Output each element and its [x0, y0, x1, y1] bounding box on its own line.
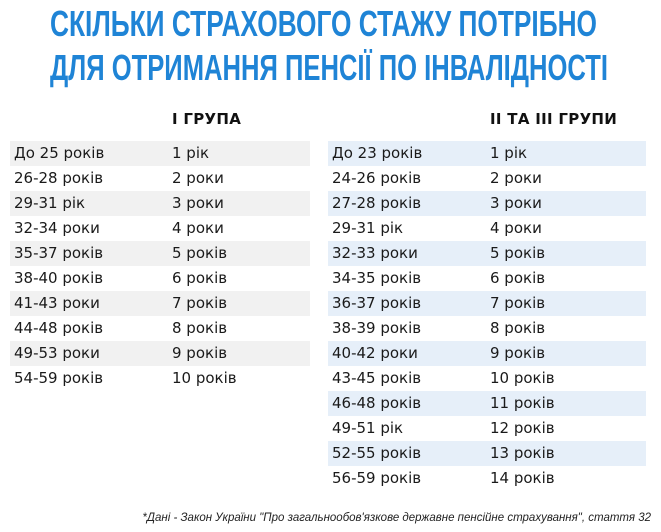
- age-cell: 32-33 роки: [332, 244, 418, 262]
- age-cell: До 25 років: [14, 144, 105, 162]
- stazh-cell: 10 років: [172, 369, 237, 387]
- title: СКІЛЬКИ СТРАХОВОГО СТАЖУ ПОТРІБНО ДЛЯ ОТ…: [50, 3, 608, 88]
- table-row: 49-51 рік 12 років: [328, 416, 646, 441]
- column-header: І ГРУПА: [172, 110, 242, 128]
- footnote: *Дані - Закон України "Про загальнообов'…: [142, 512, 651, 524]
- table-row: До 25 років 1 рік: [10, 141, 310, 166]
- age-cell: 49-51 рік: [332, 419, 404, 437]
- title-line: СКІЛЬКИ СТРАХОВОГО СТАЖУ ПОТРІБНО: [50, 3, 597, 44]
- table-row: 34-35 років 6 років: [328, 266, 646, 291]
- table-row: 38-40 років 6 років: [10, 266, 310, 291]
- age-cell: 52-55 років: [332, 444, 422, 462]
- age-cell: 43-45 років: [332, 369, 422, 387]
- table-row: 32-34 роки 4 роки: [10, 216, 310, 241]
- stazh-cell: 8 років: [490, 319, 546, 337]
- age-cell: 49-53 роки: [14, 344, 100, 362]
- table-row: 26-28 років 2 роки: [10, 166, 310, 191]
- stazh-cell: 1 рік: [172, 144, 210, 162]
- column-header: ІІ ТА ІІІ ГРУПИ: [490, 110, 618, 128]
- age-cell: 36-37 років: [332, 294, 422, 312]
- title-line: ДЛЯ ОТРИМАННЯ ПЕНСІЇ ПО ІНВАЛІДНОСТІ: [50, 47, 608, 88]
- age-cell: 32-34 роки: [14, 219, 100, 237]
- table-row: 46-48 років 11 років: [328, 391, 646, 416]
- table-row: 41-43 роки 7 років: [10, 291, 310, 316]
- table-row: 24-26 років 2 роки: [328, 166, 646, 191]
- stazh-cell: 5 років: [172, 244, 228, 262]
- table-row: 29-31 рік 3 роки: [10, 191, 310, 216]
- age-cell: 40-42 роки: [332, 344, 418, 362]
- table-row: 29-31 рік 4 роки: [328, 216, 646, 241]
- stazh-cell: 8 років: [172, 319, 228, 337]
- table-row: 49-53 роки 9 років: [10, 341, 310, 366]
- table-row: 43-45 років 10 років: [328, 366, 646, 391]
- age-cell: 54-59 років: [14, 369, 104, 387]
- stazh-cell: 3 роки: [490, 194, 542, 212]
- table-row: 44-48 років 8 років: [10, 316, 310, 341]
- stazh-cell: 2 роки: [172, 169, 224, 187]
- stazh-cell: 14 років: [490, 469, 555, 487]
- stazh-cell: 2 роки: [490, 169, 542, 187]
- table-row: 54-59 років 10 років: [10, 366, 310, 391]
- table-row: 36-37 років 7 років: [328, 291, 646, 316]
- age-cell: 34-35 років: [332, 269, 422, 287]
- age-cell: 29-31 рік: [14, 194, 86, 212]
- stazh-cell: 5 років: [490, 244, 546, 262]
- table-row: 52-55 років 13 років: [328, 441, 646, 466]
- stazh-cell: 3 роки: [172, 194, 224, 212]
- table-row: 35-37 років 5 років: [10, 241, 310, 266]
- table-row: 27-28 років 3 роки: [328, 191, 646, 216]
- stazh-cell: 9 років: [490, 344, 546, 362]
- age-cell: 27-28 років: [332, 194, 422, 212]
- table-row: 38-39 років 8 років: [328, 316, 646, 341]
- table-row: 40-42 роки 9 років: [328, 341, 646, 366]
- age-cell: 46-48 років: [332, 394, 422, 412]
- table-row: 56-59 років 14 років: [328, 466, 646, 491]
- stazh-cell: 9 років: [172, 344, 228, 362]
- age-cell: До 23 років: [332, 144, 423, 162]
- stazh-cell: 12 років: [490, 419, 555, 437]
- table-row: 32-33 роки 5 років: [328, 241, 646, 266]
- age-cell: 29-31 рік: [332, 219, 404, 237]
- stazh-cell: 6 років: [490, 269, 546, 287]
- stazh-cell: 10 років: [490, 369, 555, 387]
- stazh-cell: 7 років: [172, 294, 228, 312]
- stazh-cell: 7 років: [490, 294, 546, 312]
- age-cell: 44-48 років: [14, 319, 104, 337]
- age-cell: 26-28 років: [14, 169, 104, 187]
- stazh-cell: 4 роки: [490, 219, 542, 237]
- stazh-cell: 13 років: [490, 444, 555, 462]
- table-row: До 23 років 1 рік: [328, 141, 646, 166]
- age-cell: 35-37 років: [14, 244, 104, 262]
- age-cell: 38-39 років: [332, 319, 422, 337]
- stazh-cell: 11 років: [490, 394, 555, 412]
- stazh-cell: 1 рік: [490, 144, 528, 162]
- age-cell: 24-26 років: [332, 169, 422, 187]
- age-cell: 38-40 років: [14, 269, 104, 287]
- stazh-cell: 6 років: [172, 269, 228, 287]
- stazh-cell: 4 роки: [172, 219, 224, 237]
- age-cell: 41-43 роки: [14, 294, 100, 312]
- age-cell: 56-59 років: [332, 469, 422, 487]
